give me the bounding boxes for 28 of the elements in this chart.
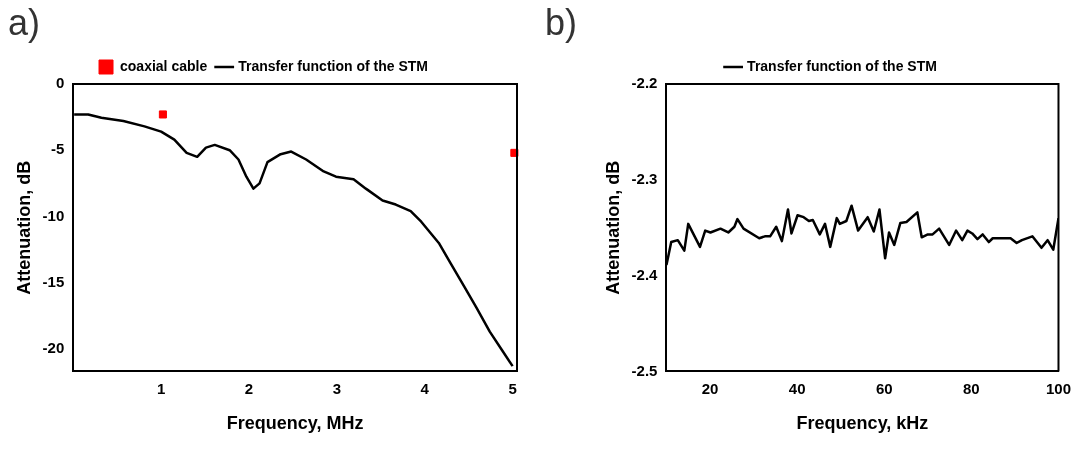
legend-label: Transfer function of the STM <box>747 57 937 74</box>
x-tick-label: 60 <box>875 379 893 397</box>
chart-title: a) <box>8 2 41 44</box>
x-axis-title: Frequency, MHz <box>226 413 364 434</box>
chart-title: b) <box>545 2 578 44</box>
x-axis-title: Frequency, kHz <box>796 413 929 434</box>
y-tick-label: -2.5 <box>631 361 658 379</box>
y-tick-label: -2.3 <box>631 169 658 187</box>
y-tick-label: -2.4 <box>631 265 659 283</box>
x-tick-label: 100 <box>1045 379 1071 397</box>
y-tick-label: 0 <box>55 74 65 92</box>
x-tick-label: 20 <box>701 379 719 397</box>
x-tick-label: 40 <box>788 379 806 397</box>
x-tick-label: 5 <box>508 379 517 397</box>
y-tick-label: -20 <box>42 339 65 357</box>
y-tick-label: -10 <box>42 206 65 224</box>
x-tick-label: 4 <box>420 379 430 397</box>
y-axis-title: Attenuation, dB <box>13 160 34 295</box>
legend-label: coaxial cable <box>120 57 208 74</box>
x-tick-label: 3 <box>332 379 342 397</box>
y-tick-label: -5 <box>50 140 65 158</box>
y-tick-label: -2.2 <box>631 74 658 92</box>
legend-label: Transfer function of the STM <box>238 57 428 74</box>
y-tick-label: -15 <box>42 272 65 290</box>
x-tick-label: 80 <box>963 379 980 397</box>
x-tick-label: 2 <box>244 379 254 397</box>
x-tick-label: 1 <box>156 379 166 397</box>
y-axis-title: Attenuation, dB <box>602 160 623 295</box>
